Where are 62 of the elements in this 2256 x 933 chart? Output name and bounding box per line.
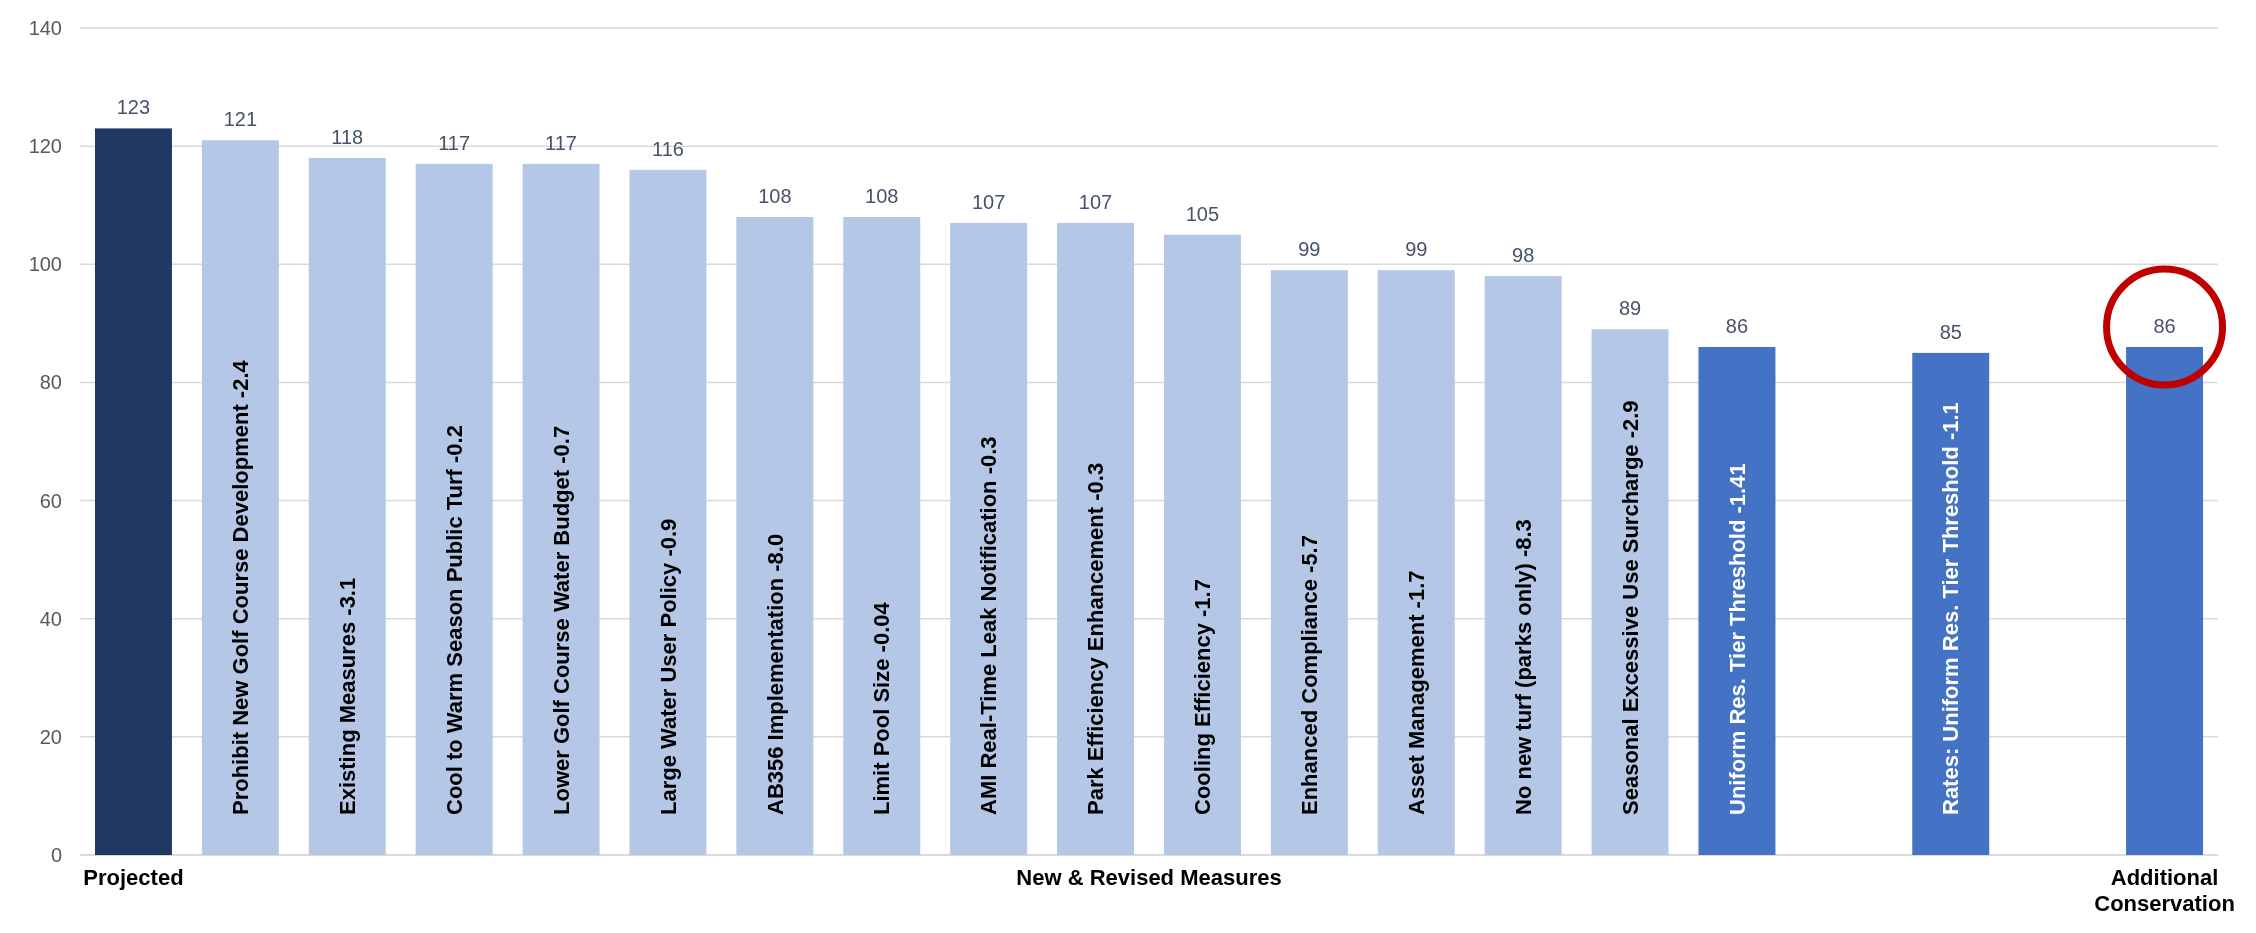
bar (950, 222, 1028, 855)
x-tick-label: Seasonal Excessive Use Surcharge -2.9 (1617, 400, 1643, 815)
y-tick-label: 0 (50, 844, 62, 866)
y-tick-label: 40 (39, 607, 62, 630)
data-label: 86 (2153, 314, 2176, 337)
x-tick-label: Uniform Res. Tier Threshold -1.41 (1724, 463, 1750, 815)
bar (1698, 346, 1776, 855)
bar (1163, 234, 1241, 855)
x-tick-label: Cooling Efficiency -1.7 (1190, 579, 1216, 815)
bar (415, 163, 493, 855)
x-tick-label: Cool to Warm Season Public Turf -0.2 (441, 425, 467, 815)
data-label: 99 (1405, 238, 1428, 261)
y-tick-label: 120 (28, 135, 62, 158)
x-tick-label: Prohibit New Golf Course Development -2.4 (228, 359, 254, 815)
bar (201, 140, 279, 855)
bar (1057, 222, 1135, 855)
bar (1591, 329, 1669, 855)
x-tick-label: Rates: Uniform Res. Tier Threshold -1.1 (1938, 402, 1964, 815)
x-tick-label: Large Water User Policy -0.9 (655, 518, 681, 815)
x-tick-label: AMI Real-Time Leak Notification -0.3 (976, 436, 1002, 815)
y-tick-label: 20 (39, 725, 62, 748)
y-tick-label: 60 (39, 489, 62, 512)
bar (308, 157, 386, 855)
data-label: 118 (331, 125, 364, 148)
text: New & Revised Measures (1016, 865, 1282, 890)
x-tick-label: Projected (83, 865, 184, 890)
bar (1484, 276, 1562, 855)
data-label: 98 (1512, 244, 1535, 267)
bar (94, 128, 172, 855)
data-label: 123 (116, 96, 151, 119)
data-label: 117 (545, 131, 577, 154)
x-tick-label: Park Efficiency Enhancement -0.3 (1083, 462, 1109, 815)
data-label: 108 (758, 185, 792, 208)
bar (1377, 270, 1455, 855)
x-tick-label: No new turf (parks only) -8.3 (1510, 519, 1536, 815)
x-tick-label: Asset Management -1.7 (1403, 570, 1429, 815)
data-label: 105 (1185, 202, 1220, 225)
data-label: 108 (865, 185, 899, 208)
y-tick-label: 100 (28, 253, 62, 276)
data-label: 86 (1725, 314, 1749, 337)
data-label: 89 (1618, 297, 1642, 320)
bar (843, 217, 921, 855)
data-label: 107 (971, 190, 1006, 213)
x-tick-label: Lower Golf Course Water Budget -0.7 (548, 425, 574, 815)
bar (1912, 352, 1990, 855)
y-tick-label: 140 (28, 17, 62, 39)
data-label: 99 (1298, 238, 1321, 261)
bar (522, 163, 600, 855)
x-tick-label: AB356 Implementation -8.0 (762, 533, 788, 815)
x-tick-label: Limit Pool Size -0.04 (869, 601, 895, 815)
bar (1270, 270, 1348, 855)
data-label: 121 (223, 108, 258, 131)
data-label: 107 (1078, 190, 1113, 213)
y-tick-label: 80 (39, 371, 62, 394)
x-tick-label: Existing Measures -3.1 (334, 577, 360, 815)
x-tick-label: Additional Conservation (2094, 865, 2235, 916)
x-tick-label: Enhanced Compliance -5.7 (1297, 535, 1323, 815)
bar (629, 169, 707, 855)
data-label: 116 (652, 137, 684, 160)
data-label: 85 (1939, 320, 1962, 343)
data-label: 117 (438, 131, 471, 154)
bar (736, 217, 814, 855)
